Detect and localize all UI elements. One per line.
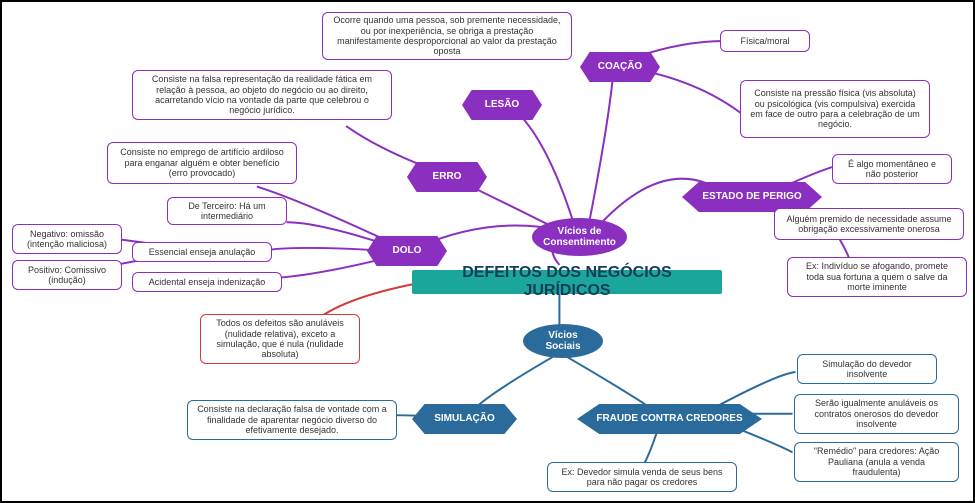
note-dolo-acidental: Acidental enseja indenização	[132, 272, 282, 292]
hex-dolo: DOLO	[367, 236, 447, 266]
vicios-consentimento: Vícios de Consentimento	[532, 218, 627, 256]
note-dolo-pos: Positivo: Comissivo (indução)	[12, 260, 122, 290]
vicios-sociais: Vícios Sociais	[523, 324, 603, 358]
hex-erro: ERRO	[407, 162, 487, 192]
note-perigo3: Ex: Indivíduo se afogando, promete toda …	[787, 257, 967, 297]
note-coacao-def: Consiste na pressão física (vis absoluta…	[740, 80, 930, 138]
note-dolo-neg: Negativo: omissão (intenção maliciosa)	[12, 224, 122, 254]
central-title: DEFEITOS DOS NEGÓCIOS JURÍDICOS	[412, 270, 722, 294]
note-dolo-essencial: Essencial enseja anulação	[132, 242, 272, 262]
note-defeitos: Todos os defeitos são anuláveis (nulidad…	[200, 314, 360, 364]
note-coacao-tipo: Física/moral	[720, 30, 810, 52]
note-lesao: Ocorre quando uma pessoa, sob premente n…	[322, 12, 572, 60]
hex-lesao: LESÃO	[462, 90, 542, 120]
note-dolo-terceiro: De Terceiro: Há um intermediário	[167, 197, 287, 225]
note-simulacao: Consiste na declaração falsa de vontade …	[187, 400, 397, 440]
note-fraude1: Simulação do devedor insolvente	[797, 354, 937, 384]
note-fraude3: "Remédio" para credores: Ação Pauliana (…	[794, 442, 959, 482]
note-fraude2: Serão igualmente anuláveis os contratos …	[794, 394, 959, 434]
hex-simulacao: SIMULAÇÃO	[412, 404, 517, 434]
note-erro-def: Consiste na falsa representação da reali…	[132, 70, 392, 120]
note-perigo1: É algo momentâneo e não posterior	[832, 154, 952, 184]
note-fraude-ex: Ex: Devedor simula venda de seus bens pa…	[547, 462, 737, 492]
hex-fraude: FRAUDE CONTRA CREDORES	[577, 404, 762, 434]
hex-coacao: COAÇÃO	[580, 52, 660, 82]
note-perigo2: Alguém premido de necessidade assume obr…	[774, 208, 964, 240]
note-dolo-def: Consiste no emprego de artifício ardilos…	[107, 142, 297, 184]
